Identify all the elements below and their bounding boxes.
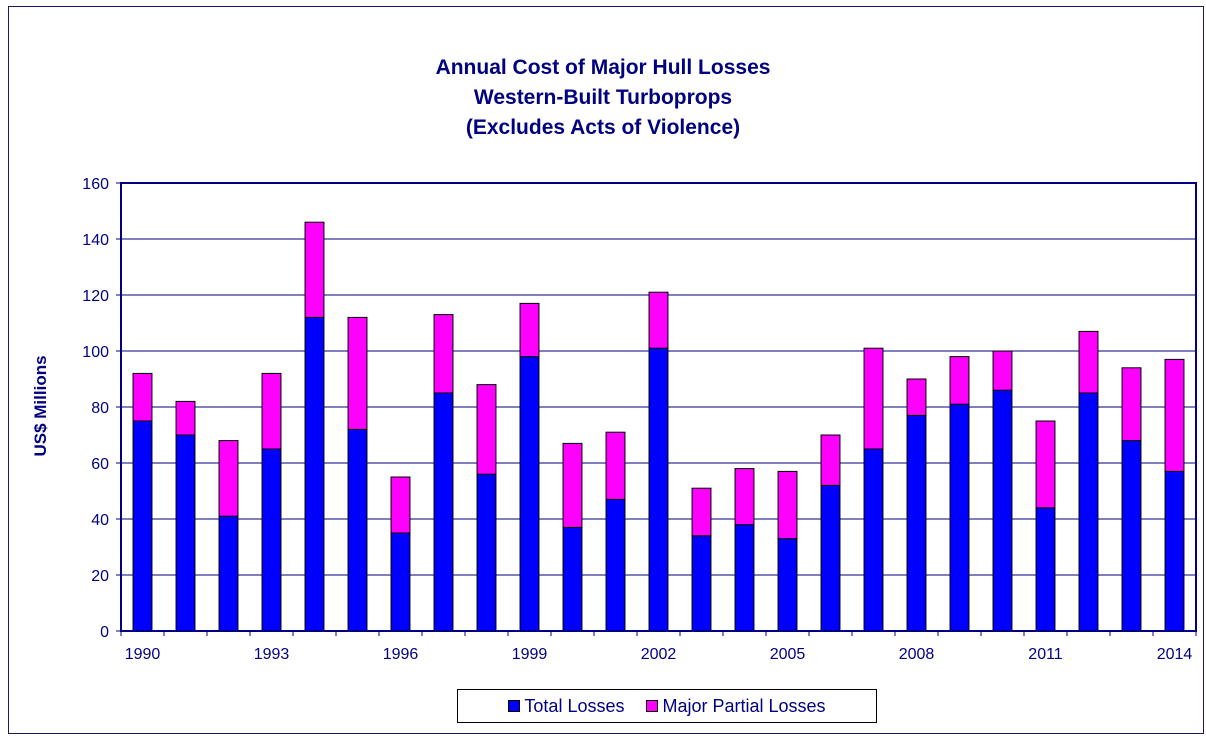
bar-total-1992 [218,515,239,632]
bar-total-1997 [433,392,454,632]
bar-total-1993 [261,448,282,632]
legend-swatch-partial [646,700,659,712]
bar-partial-1993 [261,372,282,450]
x-tick-label: 1996 [383,646,419,663]
bar-partial-1999 [519,302,540,358]
bar-total-2003 [691,535,712,632]
bar-total-2010 [992,389,1013,632]
bar-total-2002 [648,347,669,632]
bar-total-1990 [132,420,153,632]
bar-partial-2005 [777,470,798,540]
bar-partial-1995 [347,316,368,430]
bar-total-2007 [863,448,884,632]
legend-item-partial: Major Partial Losses [646,695,826,717]
bar-partial-2008 [906,378,927,416]
bar-total-2000 [562,526,583,632]
bars [132,221,1185,632]
bar-total-2006 [820,484,841,632]
y-tick-label: 0 [100,624,109,641]
x-tick-label: 2014 [1157,646,1193,663]
y-axis-label: US$ Millions [31,355,50,456]
chart-title-line-1: Annual Cost of Major Hull Losses [435,56,771,79]
x-tick-label: 2005 [770,646,806,663]
bar-partial-2012 [1078,330,1099,394]
y-tick-label: 20 [91,568,109,585]
bar-partial-1997 [433,314,454,394]
bar-total-2005 [777,538,798,632]
bar-partial-2002 [648,291,669,349]
bar-total-2008 [906,414,927,632]
bar-total-1991 [175,434,196,632]
bar-total-1996 [390,532,411,632]
bar-partial-1991 [175,400,196,436]
bar-partial-2001 [605,431,626,500]
x-tick-label: 2008 [899,646,935,663]
x-tick-label: 1993 [254,646,290,663]
bar-partial-2000 [562,442,583,528]
bar-total-1994 [304,316,325,632]
bar-partial-2011 [1035,420,1056,509]
y-tick-label: 60 [91,456,109,473]
bar-partial-2013 [1121,367,1142,442]
y-tick-labels: 0 20 40 60 80 100 120 140 160 [82,176,109,641]
bar-partial-1996 [390,476,411,534]
bar-partial-2004 [734,468,755,526]
x-tick-labels: 1990 1993 1996 1999 2002 2005 2008 2011 2014 [125,646,1193,663]
plot-area-border [120,182,1197,632]
bar-partial-2007 [863,347,884,450]
bar-total-2001 [605,498,626,632]
x-tick-label: 2002 [641,646,677,663]
chart-title-line-3: (Excludes Acts of Violence) [465,116,741,139]
bar-total-2013 [1121,440,1142,632]
y-tick-label: 80 [91,400,109,417]
y-tick-label: 160 [82,176,109,193]
legend: Total Losses Major Partial Losses [457,689,877,723]
bar-total-2012 [1078,392,1099,632]
bar-total-2011 [1035,507,1056,632]
bar-partial-2006 [820,434,841,486]
legend-item-total: Total Losses [508,696,624,717]
bar-partial-2010 [992,350,1013,391]
y-tick-label: 100 [82,344,109,361]
bar-total-1995 [347,428,368,632]
y-tick-label: 120 [82,288,109,305]
y-tick-label: 40 [91,512,109,529]
bar-total-2004 [734,524,755,632]
x-tick-label: 1990 [125,646,161,663]
bar-partial-1990 [132,372,153,422]
bar-total-1998 [476,473,497,632]
y-tick-label: 140 [82,232,109,249]
bar-partial-2009 [949,356,970,405]
x-tick-label: 2011 [1028,646,1063,663]
bar-partial-1994 [304,221,325,318]
bar-total-1999 [519,356,540,632]
chart-frame [8,6,1204,734]
bar-partial-2003 [691,487,712,537]
bar-partial-1992 [218,440,239,517]
chart-title-line-2: Western-Built Turboprops [473,86,733,109]
bar-partial-2014 [1164,358,1185,472]
bar-total-2014 [1164,470,1185,632]
bar-total-2009 [949,403,970,632]
legend-label-total: Total Losses [524,695,625,716]
legend-label-partial: Major Partial Losses [662,695,826,716]
x-tick-label: 1999 [512,646,548,663]
legend-swatch-total [508,700,521,712]
bar-partial-1998 [476,384,497,475]
axes [116,182,1197,636]
